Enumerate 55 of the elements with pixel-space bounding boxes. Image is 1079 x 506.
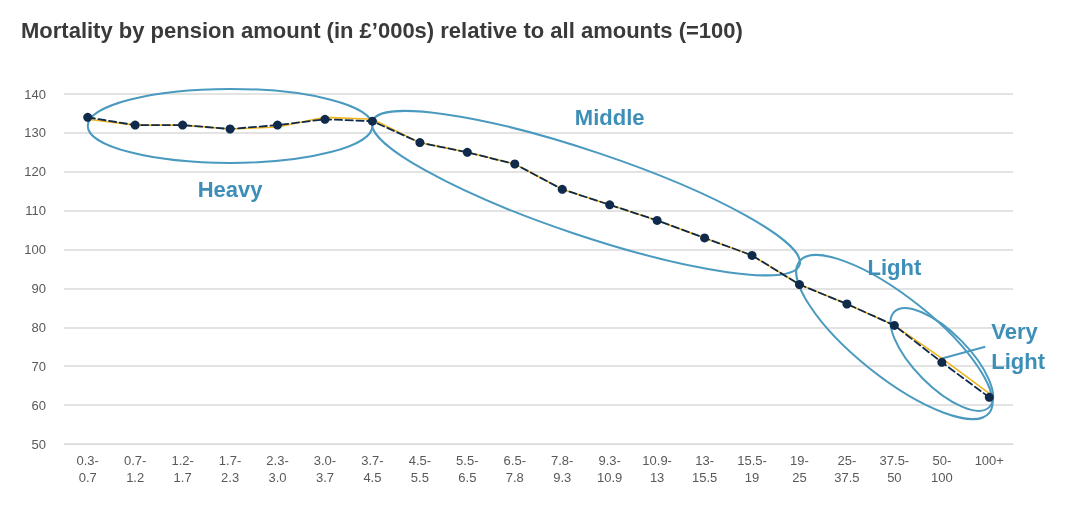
x-tick-label: 50-100 xyxy=(930,453,953,485)
x-tick-label: 0.7-1.2 xyxy=(123,453,147,485)
point xyxy=(415,138,425,148)
x-tick-label: 37.5-50 xyxy=(879,453,910,485)
x-tick-label: 15.5-19 xyxy=(737,453,767,485)
x-tick-label: 5.5-6.5 xyxy=(456,453,479,485)
y-tick-label: 70 xyxy=(31,358,46,374)
annotation: Light xyxy=(867,254,922,280)
point xyxy=(130,120,140,130)
annotation: Very Light xyxy=(991,319,1046,375)
y-tick-label: 60 xyxy=(31,397,46,413)
point xyxy=(83,112,93,122)
x-tick-label: 13-15.5 xyxy=(691,453,718,485)
x-tick-label: 6.5-7.8 xyxy=(503,453,526,485)
x-tick-label: 3.0-3.7 xyxy=(313,453,337,485)
x-tick-label: 100+ xyxy=(974,453,1004,468)
y-tick-label: 110 xyxy=(25,203,46,219)
point xyxy=(700,233,710,243)
x-tick-label: 4.5-5.5 xyxy=(408,453,432,485)
x-tick-label: 7.8-9.3 xyxy=(551,453,574,485)
point xyxy=(937,357,947,367)
point xyxy=(178,120,188,130)
point xyxy=(462,147,472,157)
point xyxy=(794,280,804,290)
y-tick-label: 100 xyxy=(24,242,46,258)
point xyxy=(367,116,377,126)
point xyxy=(842,299,852,309)
x-tick-label: 3.7-4.5 xyxy=(361,453,384,485)
point xyxy=(225,124,235,134)
y-tick-label: 120 xyxy=(24,164,46,180)
point xyxy=(652,215,662,225)
x-tick-label: 9.3-10.9 xyxy=(597,453,623,485)
y-tick-label: 90 xyxy=(31,280,46,296)
x-tick-label: 0.3-0.7 xyxy=(76,453,99,485)
point xyxy=(984,392,994,402)
y-tick-label: 130 xyxy=(24,125,46,141)
point xyxy=(510,159,520,169)
x-tick-label: 1.7-2.3 xyxy=(218,453,242,485)
point xyxy=(273,120,283,130)
y-tick-label: 140 xyxy=(24,86,46,102)
x-tick-label: 2.3-3.0 xyxy=(266,453,289,485)
x-tick-label: 1.2-1.7 xyxy=(171,453,194,485)
annotation: Heavy xyxy=(197,176,264,202)
point xyxy=(747,250,757,260)
point xyxy=(320,114,330,124)
x-tick-label: 10.9-13 xyxy=(642,453,672,485)
x-tick-label: 19-25 xyxy=(790,453,809,485)
x-tick-label: 25-37.5 xyxy=(834,453,860,485)
y-tick-label: 80 xyxy=(31,319,46,335)
point xyxy=(605,200,615,210)
point xyxy=(889,320,899,330)
y-tick-label: 50 xyxy=(31,436,46,452)
chart-title: Mortality by pension amount (in £’000s) relative to all amounts (=100) xyxy=(21,17,743,43)
annotation: Middle xyxy=(574,104,645,130)
point xyxy=(557,184,567,194)
